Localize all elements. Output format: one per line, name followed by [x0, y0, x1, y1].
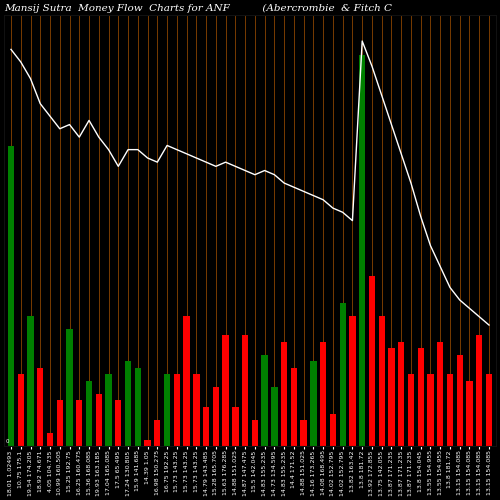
Bar	[212, 388, 219, 446]
Bar	[428, 374, 434, 446]
Bar	[242, 335, 248, 446]
Bar	[18, 374, 24, 446]
Bar	[164, 374, 170, 446]
Bar	[96, 394, 102, 446]
Bar	[154, 420, 160, 446]
Bar	[222, 335, 229, 446]
Bar	[252, 420, 258, 446]
Bar	[320, 342, 326, 446]
Bar	[271, 388, 278, 446]
Bar	[418, 348, 424, 446]
Bar	[125, 362, 131, 446]
Bar	[76, 400, 82, 446]
Bar	[115, 400, 121, 446]
Bar	[66, 328, 72, 446]
Bar	[106, 374, 112, 446]
Bar	[437, 342, 444, 446]
Bar	[350, 316, 356, 446]
Bar	[310, 362, 316, 446]
Bar	[398, 342, 404, 446]
Bar	[28, 316, 34, 446]
Bar	[456, 355, 463, 446]
Bar	[378, 316, 385, 446]
Bar	[8, 146, 14, 446]
Bar	[193, 374, 200, 446]
Bar	[134, 368, 141, 446]
Text: 0: 0	[6, 438, 10, 444]
Bar	[300, 420, 307, 446]
Bar	[388, 348, 394, 446]
Bar	[232, 407, 238, 446]
Bar	[184, 316, 190, 446]
Bar	[330, 414, 336, 446]
Bar	[447, 374, 453, 446]
Text: Mansij Sutra  Money Flow  Charts for ANF          (Abercrombie  & Fitch C: Mansij Sutra Money Flow Charts for ANF (…	[4, 4, 392, 14]
Bar	[281, 342, 287, 446]
Bar	[37, 368, 44, 446]
Bar	[340, 302, 346, 446]
Bar	[262, 355, 268, 446]
Bar	[290, 368, 297, 446]
Bar	[369, 276, 375, 446]
Bar	[408, 374, 414, 446]
Bar	[47, 433, 53, 446]
Bar	[359, 54, 366, 446]
Bar	[476, 335, 482, 446]
Bar	[466, 381, 472, 446]
Bar	[174, 374, 180, 446]
Bar	[86, 381, 92, 446]
Bar	[486, 374, 492, 446]
Bar	[144, 440, 150, 446]
Bar	[203, 407, 209, 446]
Bar	[56, 400, 63, 446]
